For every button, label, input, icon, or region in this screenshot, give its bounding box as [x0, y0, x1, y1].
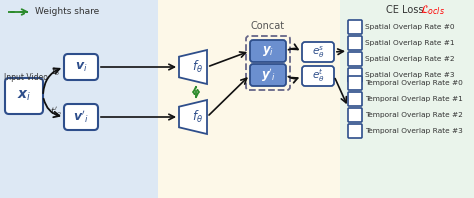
Bar — [158, 0, 340, 198]
Text: Concat: Concat — [251, 21, 285, 31]
Text: $\boldsymbol{y}'_i$: $\boldsymbol{y}'_i$ — [261, 66, 275, 84]
Polygon shape — [179, 100, 207, 134]
Text: Spatial Overlap Rate #1: Spatial Overlap Rate #1 — [365, 40, 455, 46]
FancyBboxPatch shape — [64, 104, 98, 130]
Text: Spatial Overlap Rate #2: Spatial Overlap Rate #2 — [365, 56, 455, 62]
Text: Temporal Overlap Rate #0: Temporal Overlap Rate #0 — [365, 80, 463, 86]
Text: $t_o$: $t_o$ — [52, 66, 61, 78]
FancyBboxPatch shape — [348, 124, 362, 138]
Polygon shape — [179, 50, 207, 84]
Text: Spatial Overlap Rate #0: Spatial Overlap Rate #0 — [365, 24, 455, 30]
FancyBboxPatch shape — [250, 64, 286, 86]
Text: Input Video: Input Video — [4, 73, 48, 83]
Bar — [0, 0, 158, 198]
Text: $\boldsymbol{v}'_i$: $\boldsymbol{v}'_i$ — [73, 109, 89, 125]
Text: Temporal Overlap Rate #1: Temporal Overlap Rate #1 — [365, 96, 463, 102]
Text: $e^t_\theta$: $e^t_\theta$ — [312, 68, 324, 84]
Text: Temporal Overlap Rate #3: Temporal Overlap Rate #3 — [365, 128, 463, 134]
FancyBboxPatch shape — [348, 36, 362, 50]
FancyBboxPatch shape — [64, 54, 98, 80]
FancyBboxPatch shape — [348, 20, 362, 34]
FancyBboxPatch shape — [348, 52, 362, 66]
Text: $\boldsymbol{y}_i$: $\boldsymbol{y}_i$ — [262, 44, 274, 58]
Text: $\boldsymbol{x}_i$: $\boldsymbol{x}_i$ — [17, 89, 31, 103]
Text: CE Loss: CE Loss — [386, 5, 423, 15]
Text: $\mathcal{L}_{ocls}$: $\mathcal{L}_{ocls}$ — [420, 3, 445, 17]
FancyBboxPatch shape — [348, 108, 362, 122]
FancyBboxPatch shape — [302, 66, 334, 86]
FancyBboxPatch shape — [348, 76, 362, 90]
Text: $t'_o$: $t'_o$ — [50, 106, 62, 118]
FancyBboxPatch shape — [250, 40, 286, 62]
FancyBboxPatch shape — [348, 92, 362, 106]
Text: Spatial Overlap Rate #3: Spatial Overlap Rate #3 — [365, 72, 455, 78]
Text: $\boldsymbol{v}_i$: $\boldsymbol{v}_i$ — [75, 60, 87, 73]
FancyBboxPatch shape — [348, 68, 362, 82]
FancyBboxPatch shape — [302, 42, 334, 62]
Text: Temporal Overlap Rate #2: Temporal Overlap Rate #2 — [365, 112, 463, 118]
Text: $f_\theta$: $f_\theta$ — [192, 109, 203, 125]
Text: $f_\theta$: $f_\theta$ — [192, 59, 203, 75]
FancyBboxPatch shape — [5, 78, 43, 114]
Text: Weights share: Weights share — [35, 8, 99, 16]
Bar — [340, 0, 474, 198]
Text: $e^s_\theta$: $e^s_\theta$ — [312, 44, 324, 60]
